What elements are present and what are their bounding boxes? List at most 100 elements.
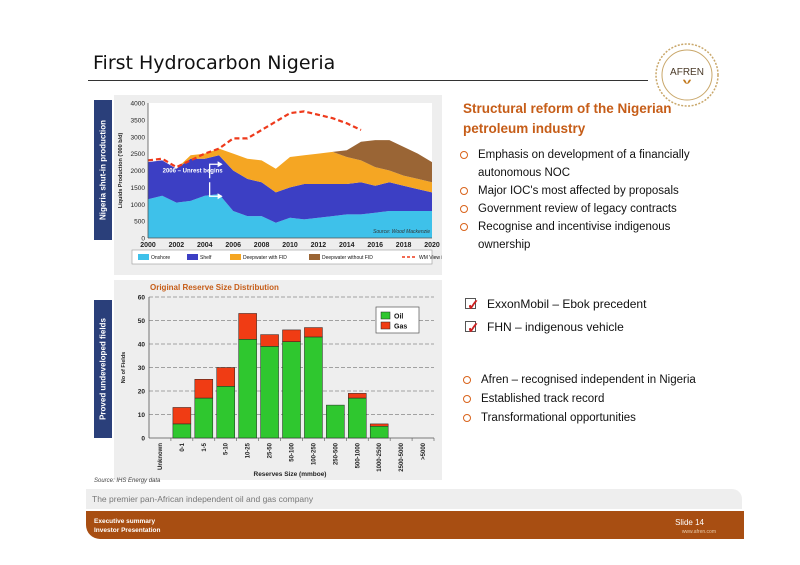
x-tick-label: >5000: [421, 442, 427, 460]
checked-item: ✓ ExxonMobil – Ebok precedent: [465, 293, 715, 316]
bar-oil-500-1000: [348, 397, 367, 439]
legend-box: [131, 249, 433, 265]
footer-caption: Executive summary Investor Presentation: [94, 517, 160, 535]
x-tick-label: 500-1000: [355, 442, 361, 468]
x-tick-label: 2016: [367, 242, 383, 249]
area-series-shelf: [148, 155, 432, 223]
x-tick-label: 1-5: [202, 442, 208, 451]
bar-gas-25-50: [260, 334, 279, 347]
tagline: The premier pan-African independent oil …: [92, 494, 314, 504]
bar-oil-1000-2500: [369, 426, 389, 439]
annotation-arrowhead-down: [217, 193, 223, 200]
tag-shut-in: Nigeria shut-in production: [94, 100, 112, 240]
source-note: Source: IHS Energy data: [94, 478, 161, 484]
reform-bullet: Emphasis on development of a financially…: [460, 146, 720, 182]
bar-oil-5-10: [216, 386, 235, 439]
check-mark-icon: ✓: [467, 297, 480, 314]
tag-shut-in-label: Nigeria shut-in production: [98, 120, 108, 220]
checkbox-icon: ✓: [465, 297, 480, 314]
x-tick-label: 50-100: [290, 442, 296, 461]
y-tick-label: 0: [141, 236, 145, 243]
page-title: First Hydrocarbon Nigeria: [93, 52, 336, 74]
x-tick-label: 2500-5000: [399, 442, 405, 471]
tagline-bar: [86, 489, 742, 509]
legend-swatch: [309, 254, 320, 260]
right-heading: Structural reform of the Nigerian petrol…: [463, 101, 672, 136]
x-tick-label: 2010: [282, 242, 298, 249]
production-area-chart: 0 500 1000 1500 2000 2500 3000 3500 4000 2000 2002…: [118, 101, 442, 265]
chart-title: Original Reserve Size Distribution: [150, 283, 279, 292]
bar-gas-0-1: [172, 407, 192, 425]
x-tick-label: 0-1: [180, 442, 186, 451]
y-tick-label: 2000: [131, 168, 146, 175]
x-tick-label: 2020: [424, 242, 440, 249]
bar-gas-10-25: [238, 313, 257, 340]
x-tick-label: 2014: [339, 242, 355, 249]
legend-label: Onshore: [151, 255, 170, 261]
reserves-bar-chart: Original Reserve Size Distribution 0 10 20 3…: [121, 283, 435, 478]
x-tick-label: 2006: [225, 242, 241, 249]
bar-gas-50-100: [282, 329, 301, 342]
y-tick-label: 50: [138, 318, 146, 325]
x-tick-label: 2008: [254, 242, 270, 249]
legend-swatch-gas: [380, 321, 391, 330]
reform-bullet: Recognise and incentivise indigenous own…: [460, 218, 720, 254]
afren-bullet: Transformational opportunities: [463, 409, 733, 428]
x-tick-label: 2004: [197, 242, 213, 249]
afren-bullet: Afren – recognised independent in Nigeri…: [463, 371, 733, 390]
bar-oil-0-1: [172, 423, 192, 439]
tag-proved-undeveloped: Proved undeveloped fields: [94, 300, 112, 438]
bullet-icon: [460, 187, 468, 195]
y-tick-label: 4000: [131, 101, 146, 108]
chart-source: Source: Wood Mackenzie: [373, 229, 430, 235]
legend-swatch: [187, 254, 198, 260]
y-tick-label: 30: [138, 365, 146, 372]
legend-swatch: [230, 254, 241, 260]
y-tick-label: 1500: [131, 185, 146, 192]
afren-bullet: Established track record: [463, 390, 733, 409]
y-tick-label: 60: [138, 295, 146, 302]
footer-line1: Executive summary: [94, 518, 156, 525]
x-tick-label: 2012: [311, 242, 327, 249]
bar-oil-25-50: [260, 346, 279, 439]
y-tick-label: 1000: [131, 202, 146, 209]
bar-oil-100-250: [304, 336, 323, 439]
legend-label-gas: Gas: [394, 324, 407, 331]
x-axis-label: Reserves Size (mmboe): [254, 471, 327, 478]
bar-oil-250-500: [326, 404, 345, 439]
checkbox-icon: ✓: [465, 320, 480, 337]
legend-label-oil: Oil: [394, 314, 403, 321]
area-series-onshore: [148, 194, 432, 238]
bullet-icon: [463, 395, 471, 403]
bar-oil-50-100: [282, 341, 301, 439]
x-tick-label: Unknown: [158, 443, 164, 470]
y-tick-label: 2500: [131, 151, 146, 158]
legend-label: Shelf: [200, 255, 212, 261]
x-tick-label: 1000-2500: [377, 442, 383, 471]
legend-label: Deepwater without FID: [322, 255, 373, 261]
bullet-icon: [460, 223, 468, 231]
tag-proved-undeveloped-label: Proved undeveloped fields: [98, 318, 108, 420]
bar-gas-1-5: [194, 379, 214, 399]
x-tick-label: 5-10: [224, 442, 230, 455]
title-divider: [88, 80, 648, 81]
bullet-icon: [460, 205, 468, 213]
annotation-arrowhead-up: [217, 161, 223, 168]
x-tick-label: 2000: [140, 242, 156, 249]
bar-gas-500-1000: [348, 393, 367, 399]
y-axis-label: No of Fields: [121, 352, 127, 383]
area-series-deepwater-with-fid: [148, 148, 432, 193]
y-tick-label: 10: [138, 412, 146, 419]
footer-line2: Investor Presentation: [94, 527, 161, 534]
y-tick-label: 40: [138, 342, 146, 349]
afren-logo: AFREN: [655, 43, 719, 107]
bar-gas-5-10: [216, 367, 235, 387]
legend-label: WM View in 2005: [419, 255, 442, 261]
area-series-deepwater-without-fid: [148, 140, 432, 183]
x-tick-label: 10-25: [246, 442, 252, 458]
bar-gas-1000-2500: [369, 423, 389, 427]
y-tick-label: 0: [141, 436, 145, 443]
annotation-text: 2006 – Unrest begins: [163, 168, 224, 174]
afren-bullet-list: Afren – recognised independent in Nigeri…: [463, 371, 733, 428]
